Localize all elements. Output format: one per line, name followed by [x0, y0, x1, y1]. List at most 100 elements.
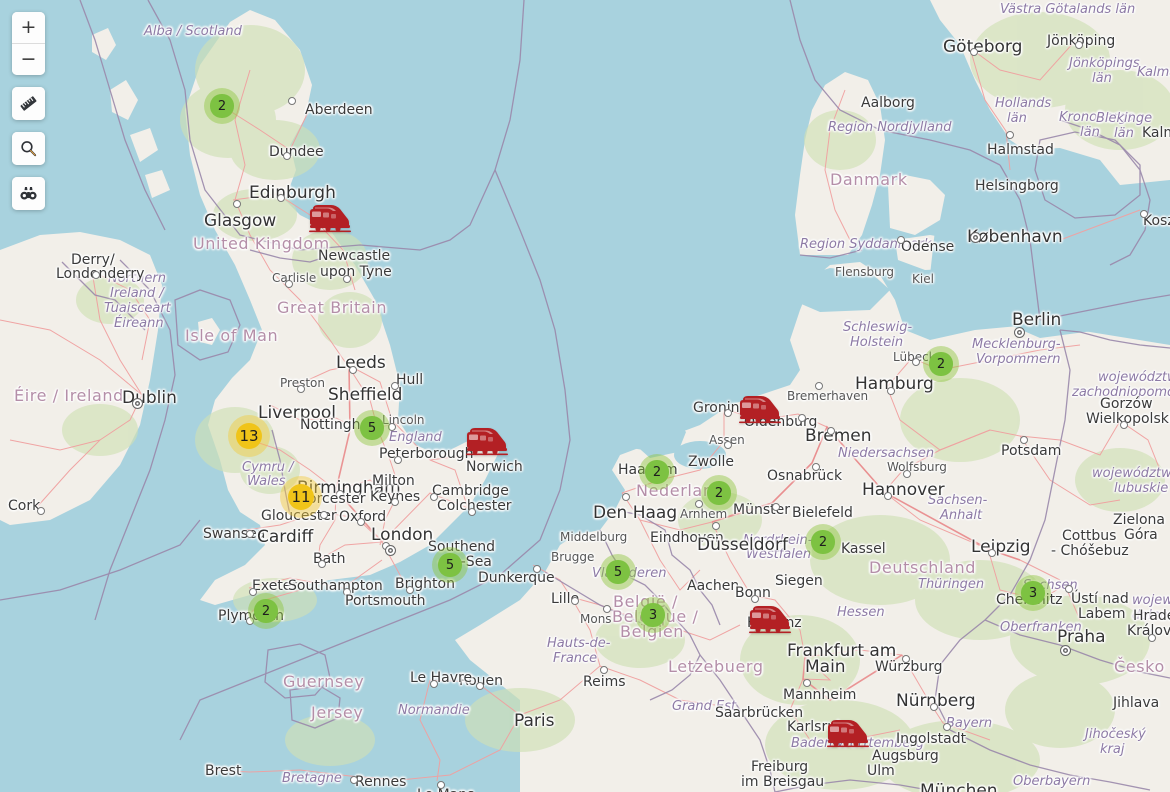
map-place-dot [803, 679, 811, 687]
map-place-dot [798, 414, 806, 422]
map-place-dot [751, 595, 759, 603]
cluster-count-label: 3 [648, 607, 658, 623]
map-place-dot [600, 666, 608, 674]
map-place-dot [350, 776, 358, 784]
train-icon [827, 720, 869, 748]
cluster-core [811, 530, 835, 554]
cluster-count-label: 2 [936, 356, 946, 372]
train-marker[interactable] [739, 394, 781, 424]
map-place-dot [903, 470, 911, 478]
map-place-dot [277, 194, 285, 202]
map-place-dot [297, 385, 305, 393]
map-place-dot [812, 463, 820, 471]
cluster-count-label: 3 [1028, 585, 1038, 601]
map-place-dot [336, 490, 344, 498]
binoculars-control-group[interactable] [12, 177, 45, 210]
cluster-core [438, 553, 462, 577]
map-cluster-marker[interactable]: 11 [280, 476, 322, 518]
capital-city-marker [1014, 327, 1025, 338]
map-place-dot [318, 560, 326, 568]
map-place-dot [571, 597, 579, 605]
map-place-dot [468, 508, 476, 516]
map-place-dot [1120, 421, 1128, 429]
map-cluster-marker[interactable]: 2 [204, 88, 240, 124]
cluster-core [287, 483, 315, 511]
train-marker[interactable] [309, 203, 351, 233]
map-place-dot [724, 409, 732, 417]
cluster-core [210, 94, 234, 118]
map-place-dot [430, 493, 438, 501]
map-place-dot [437, 781, 445, 789]
map-cluster-marker[interactable]: 2 [701, 475, 737, 511]
map-place-dot [283, 152, 291, 160]
map-place-dot [249, 588, 257, 596]
map-place-dot [406, 586, 414, 594]
measure-button[interactable] [12, 87, 45, 120]
map-cluster-marker[interactable]: 3 [1015, 575, 1051, 611]
cluster-count-label: 5 [367, 420, 377, 436]
map-place-dot [1075, 41, 1083, 49]
zoom-out-button[interactable]: − [12, 43, 45, 75]
cluster-count-label: 2 [261, 603, 271, 619]
map-place-dot [1065, 585, 1073, 593]
binoculars-button[interactable] [12, 177, 45, 210]
cluster-count-label: 2 [714, 485, 724, 501]
map-place-dot [712, 522, 720, 530]
map-controls[interactable]: + − [12, 12, 45, 210]
map-cluster-marker[interactable]: 3 [635, 597, 671, 633]
map-place-dot [92, 271, 100, 279]
map-place-dot [1140, 210, 1148, 218]
cluster-count-label: 2 [818, 534, 828, 550]
search-control-group[interactable] [12, 132, 45, 165]
cluster-count-label: 11 [291, 488, 311, 506]
map-place-dot [288, 97, 296, 105]
map-place-dot [1006, 131, 1014, 139]
search-button[interactable] [12, 132, 45, 165]
map-place-dot [476, 682, 484, 690]
map-cluster-marker[interactable]: 5 [600, 554, 636, 590]
map-place-dot [388, 423, 396, 431]
map-place-dot [827, 427, 835, 435]
map-place-dot [320, 511, 328, 519]
map-cluster-marker[interactable]: 2 [805, 524, 841, 560]
map-cluster-marker[interactable]: 5 [354, 410, 390, 446]
train-icon [466, 428, 508, 456]
map-cluster-marker[interactable]: 13 [228, 415, 270, 457]
capital-city-marker [385, 545, 396, 556]
map-place-dot [887, 387, 895, 395]
zoom-in-button[interactable]: + [12, 12, 45, 43]
map-place-dot [815, 382, 823, 390]
train-marker[interactable] [466, 426, 508, 456]
cluster-core [606, 560, 630, 584]
cluster-count-label: 13 [239, 427, 259, 445]
map-place-dot [724, 441, 732, 449]
cluster-core [707, 481, 731, 505]
search-icon [21, 141, 37, 157]
map-cluster-marker[interactable]: 2 [923, 346, 959, 382]
map-place-dot [391, 498, 399, 506]
map-place-dot [1148, 634, 1156, 642]
measure-control-group[interactable] [12, 87, 45, 120]
map-place-dot [357, 518, 365, 526]
map-cluster-marker[interactable]: 5 [432, 547, 468, 583]
train-marker[interactable] [749, 604, 791, 634]
map-place-dot [343, 588, 351, 596]
map-place-dot [394, 456, 402, 464]
train-marker[interactable] [827, 718, 869, 748]
cluster-core [645, 460, 669, 484]
zoom-control-group[interactable]: + − [12, 12, 45, 75]
map-cluster-marker[interactable]: 2 [248, 593, 284, 629]
map-place-dot [37, 507, 45, 515]
map-place-dot [343, 275, 351, 283]
map-place-dot [902, 655, 910, 663]
map-cluster-marker[interactable]: 2 [639, 454, 675, 490]
map-place-dot [943, 723, 951, 731]
map-place-dot [772, 503, 780, 511]
cluster-count-label: 5 [613, 564, 623, 580]
cluster-count-label: 5 [445, 557, 455, 573]
map-place-dot [970, 48, 978, 56]
cluster-count-label: 2 [217, 98, 227, 114]
